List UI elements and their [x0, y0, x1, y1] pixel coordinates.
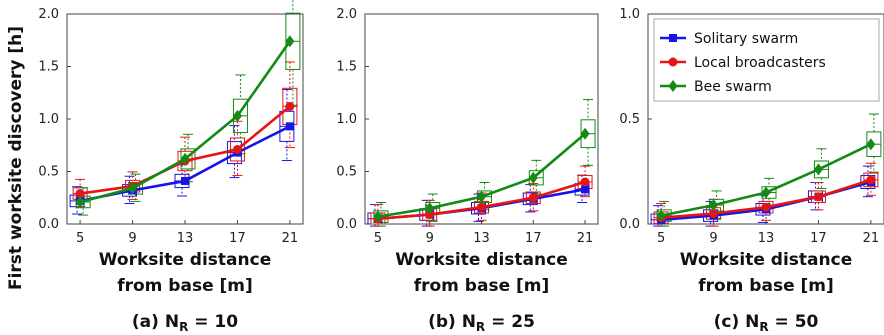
y-tick-label: 2.0: [336, 7, 357, 22]
panel-caption: (b) NR = 25: [428, 312, 535, 334]
legend-marker: [668, 57, 678, 67]
data-point: [580, 127, 590, 140]
y-tick-label: 0.5: [619, 112, 640, 127]
legend-box: [653, 18, 880, 102]
data-point: [581, 185, 590, 194]
x-tick-label: 5: [76, 231, 84, 246]
data-point: [285, 35, 295, 48]
data-point: [528, 193, 538, 203]
legend-marker: [669, 34, 677, 42]
y-tick-label: 1.0: [38, 112, 59, 127]
legend: Solitary swarm Local broadcasters Bee swar…: [653, 18, 880, 102]
x-tick-label: 21: [282, 231, 299, 246]
data-point: [761, 202, 771, 212]
legend-marker: [668, 80, 678, 92]
data-point: [373, 210, 383, 223]
data-point: [75, 195, 85, 208]
data-point: [181, 176, 189, 185]
y-tick-label: 1.0: [336, 112, 357, 127]
y-tick-label: 0.5: [38, 165, 59, 180]
panel-caption: (a) NR = 10: [132, 312, 238, 334]
data-point: [813, 192, 823, 202]
data-point: [477, 202, 486, 212]
data-point: [709, 199, 719, 212]
data-point: [866, 175, 876, 185]
x-tick-label: 9: [128, 231, 136, 246]
y-tick-label: 1.0: [619, 7, 640, 22]
data-point: [580, 177, 590, 187]
data-point: [180, 152, 190, 165]
x-axis-label-line2: from base [m]: [414, 276, 550, 296]
panel-caption: (c) NR = 50: [714, 312, 819, 334]
data-point: [232, 144, 242, 154]
x-tick-label: 17: [525, 231, 542, 246]
x-axis-label-line2: from base [m]: [117, 276, 253, 296]
data-point: [656, 209, 666, 222]
x-tick-label: 13: [177, 231, 194, 246]
y-tick-label: 1.5: [336, 60, 357, 75]
x-tick-label: 9: [426, 231, 434, 246]
x-tick-label: 21: [577, 231, 594, 246]
data-point: [232, 109, 242, 122]
x-tick-label: 5: [374, 231, 382, 246]
legend-label: Solitary swarm: [694, 31, 798, 47]
y-tick-label: 1.5: [38, 60, 59, 75]
data-point: [425, 210, 435, 220]
x-axis-label-line2: from base [m]: [698, 276, 834, 296]
data-point: [813, 163, 823, 176]
data-point: [709, 209, 719, 218]
chart-panel-2: 0.0 0.5 1.0 1.5 2.0 5 9 13 17 21 Worksite distance…: [336, 7, 599, 334]
data-point: [425, 202, 435, 215]
data-point: [285, 101, 295, 111]
x-axis-label-line1: Worksite distance: [99, 250, 271, 270]
x-tick-label: 5: [657, 231, 665, 246]
y-tick-label: 0.0: [38, 217, 59, 232]
y-tick-label: 2.0: [38, 7, 59, 22]
x-tick-label: 13: [758, 231, 775, 246]
chart-panel-3: 0.0 0.5 1.0 5 9 13 17 21 Worksite distance from b…: [619, 7, 884, 334]
y-axis-label: First worksite discovery [h]: [6, 26, 26, 290]
x-tick-label: 13: [473, 231, 490, 246]
chart-panel-1: 0.0 0.5 1.0 1.5 2.0 5 9 13 17 21 Worksite distance…: [38, 0, 304, 334]
data-point: [128, 182, 138, 195]
x-axis-label-line1: Worksite distance: [395, 250, 567, 270]
x-axis-label-line1: Worksite distance: [680, 250, 852, 270]
data-point: [75, 189, 85, 199]
data-point: [761, 186, 771, 199]
data-point: [528, 171, 538, 184]
legend-label: Bee swarm: [694, 79, 772, 95]
data-point: [477, 190, 486, 203]
x-tick-label: 17: [810, 231, 827, 246]
plot-frame: [66, 13, 304, 225]
legend-label: Local broadcasters: [694, 55, 826, 71]
x-tick-label: 21: [863, 231, 880, 246]
data-point: [866, 138, 876, 151]
y-tick-label: 0.5: [336, 165, 357, 180]
y-tick-label: 0.0: [336, 217, 357, 232]
data-point: [285, 122, 294, 131]
x-tick-label: 17: [229, 231, 246, 246]
y-tick-label: 0.0: [619, 217, 640, 232]
x-tick-label: 9: [709, 231, 717, 246]
